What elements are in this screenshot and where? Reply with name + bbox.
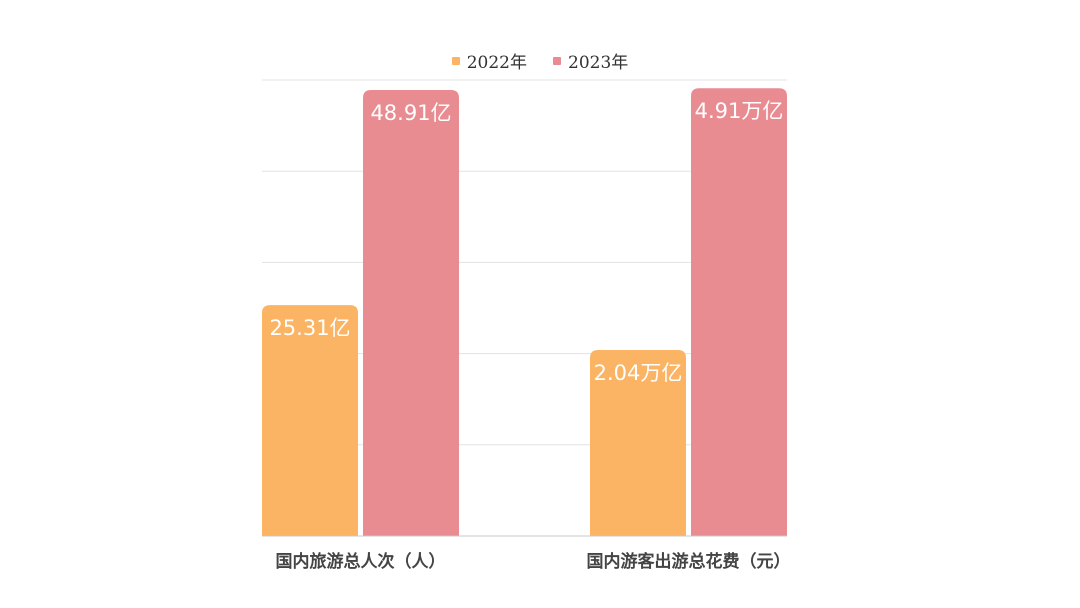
legend-label-2023: 2023年: [568, 53, 629, 73]
x-tick-label: 国内游客出游总花费（元）: [587, 551, 791, 572]
data-label: 48.91亿: [370, 101, 451, 125]
bar-labels: 25.31亿 48.91亿 2.04万亿 4.91万亿: [269, 99, 783, 385]
data-label: 4.91万亿: [695, 99, 784, 123]
bar-2023-cat0: [363, 89, 459, 537]
legend-label-2022: 2022年: [466, 53, 527, 73]
bars: [262, 88, 787, 537]
legend-swatch-2023: [553, 56, 561, 65]
bar-2022-cat0: [262, 305, 358, 536]
data-label: 25.31亿: [269, 316, 350, 340]
legend-item-2023: 2023年: [553, 48, 628, 73]
legend-item-2022: 2022年: [451, 48, 527, 73]
x-axis: 国内旅游总人次（人） 国内游客出游总花费（元）: [262, 535, 791, 572]
bar-2023-cat1: [691, 88, 787, 536]
legend-swatch-2022: [451, 56, 460, 65]
legend: 2022年 2023年: [0, 48, 1080, 73]
data-label: 2.04万亿: [594, 361, 683, 385]
x-tick-label: 国内旅游总人次（人）: [276, 551, 446, 572]
bar-2022-cat1: [590, 349, 686, 536]
